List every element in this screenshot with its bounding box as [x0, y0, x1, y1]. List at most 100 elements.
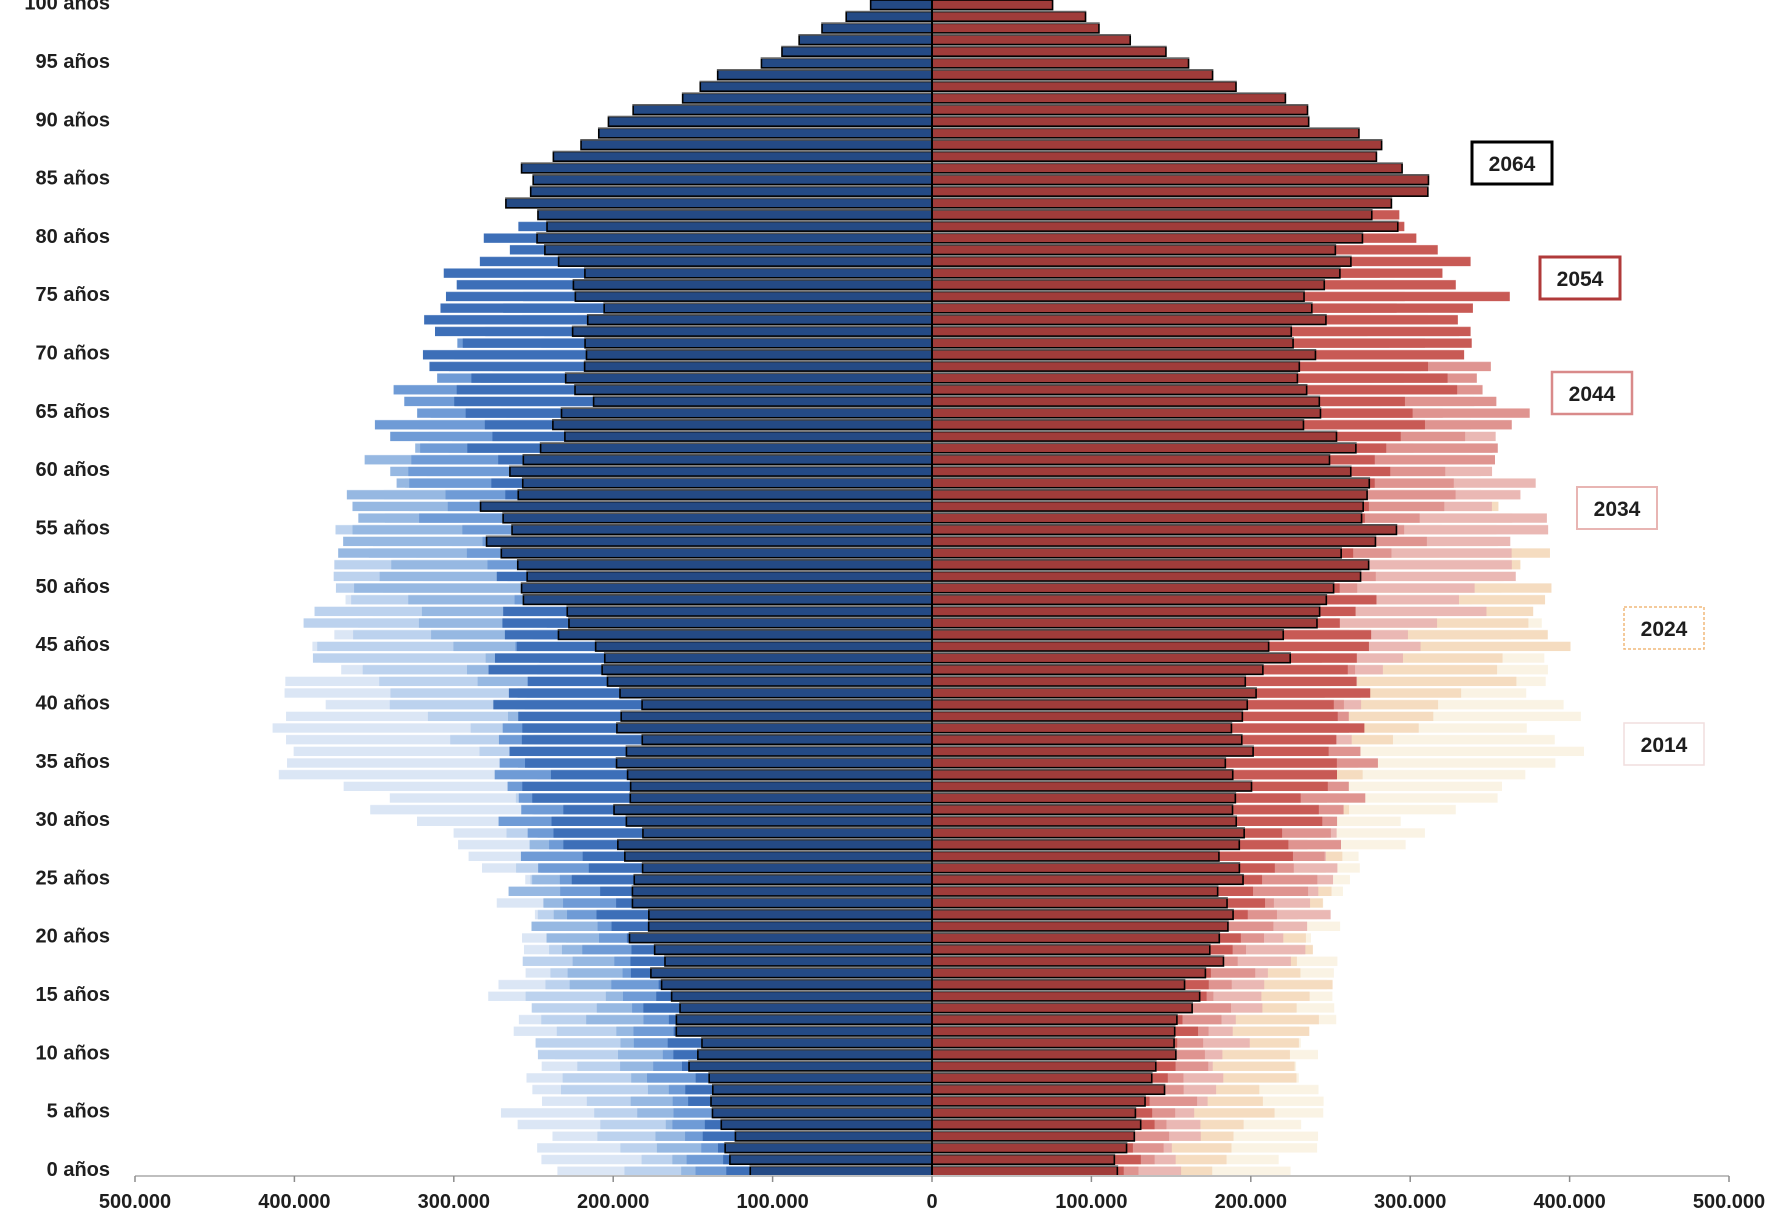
bar-male-2064-age-27 — [624, 850, 933, 862]
bar-male-2064-age-63 — [564, 430, 933, 442]
bar-female-2064-age-96 — [931, 45, 1167, 58]
bar-male-2064-age-85 — [532, 174, 933, 186]
bar-male-2064-age-42 — [606, 675, 933, 687]
bar-female-2064-age-32 — [931, 792, 1237, 804]
bar-female-2064-age-78 — [931, 255, 1352, 267]
bar-female-2064-age-70 — [931, 349, 1317, 361]
legend-box — [1550, 370, 1634, 416]
legend-label: 2054 — [1557, 268, 1604, 291]
bar-female-2064-age-29 — [931, 827, 1245, 839]
bar-male-2064-age-82 — [537, 209, 933, 221]
bar-male-2064-age-39 — [620, 710, 933, 722]
bar-female-2064-age-3 — [931, 1130, 1136, 1142]
y-tick-label: 70 años — [36, 343, 110, 365]
bar-female-2064-age-89 — [931, 127, 1360, 139]
bar-female-2064-age-71 — [931, 337, 1294, 349]
bar-female-2064-age-75 — [931, 290, 1305, 302]
bar-male-2064-age-0 — [749, 1165, 933, 1177]
bar-male-2064-age-96 — [781, 45, 933, 58]
bar-female-2064-age-0 — [931, 1165, 1119, 1177]
bar-male-2064-age-9 — [688, 1060, 933, 1072]
bar-female-2064-age-2 — [931, 1142, 1128, 1154]
bar-female-2064-age-9 — [931, 1060, 1157, 1072]
bar-male-2064-age-49 — [522, 594, 933, 606]
bar-female-2064-age-4 — [931, 1118, 1142, 1131]
bar-female-2064-age-61 — [931, 454, 1331, 466]
legend-item-2064: 2064 — [1470, 140, 1554, 186]
legend-label: 2014 — [1641, 734, 1688, 757]
bar-male-2064-age-38 — [616, 722, 933, 734]
bar-female-2064-age-6 — [931, 1095, 1146, 1107]
bar-male-2064-age-62 — [539, 442, 933, 454]
bar-female-2064-age-73 — [931, 314, 1327, 326]
bar-female-2064-age-55 — [931, 524, 1398, 536]
bar-male-2064-age-68 — [564, 372, 933, 384]
bar-female-2064-age-33 — [931, 780, 1253, 792]
bar-male-2064-age-89 — [597, 127, 933, 139]
bar-female-2064-age-34 — [931, 768, 1234, 781]
bar-male-2064-age-28 — [617, 838, 933, 851]
bar-male-2064-age-71 — [584, 337, 933, 349]
legend-item-2014: 2014 — [1623, 722, 1705, 766]
bar-male-2064-age-25 — [633, 873, 933, 886]
bar-male-2064-age-53 — [500, 547, 933, 559]
bar-female-2064-age-22 — [931, 908, 1234, 921]
y-tick-label: 10 años — [36, 1042, 110, 1064]
bar-male-2064-age-24 — [631, 885, 933, 897]
bar-male-2064-age-72 — [571, 325, 933, 337]
y-tick-label: 25 años — [36, 867, 110, 889]
bar-male-2064-age-6 — [710, 1095, 933, 1107]
bar-male-2064-age-52 — [516, 559, 933, 571]
y-tick-label: 50 años — [36, 576, 110, 598]
bar-female-2064-age-49 — [931, 594, 1328, 606]
bar-male-2064-age-11 — [701, 1037, 933, 1049]
x-tick-label: 100.000 — [736, 1191, 808, 1213]
legend-box — [1623, 722, 1705, 766]
bar-male-2064-age-59 — [521, 477, 933, 489]
bar-female-2064-age-35 — [931, 757, 1227, 769]
bar-female-2064-age-100 — [931, 0, 1054, 11]
bar-male-2064-age-2 — [724, 1142, 933, 1154]
bar-male-2064-age-16 — [660, 978, 933, 991]
bar-male-2064-age-3 — [734, 1130, 933, 1142]
bar-female-2064-age-82 — [931, 209, 1373, 221]
bar-female-2064-age-59 — [931, 477, 1371, 489]
bar-male-2064-age-98 — [821, 22, 933, 34]
x-tick-label: 100.000 — [1055, 1191, 1127, 1213]
bar-female-2064-age-40 — [931, 699, 1249, 711]
bar-male-2064-age-40 — [641, 699, 933, 711]
bar-male-2064-age-46 — [557, 629, 933, 641]
bar-female-2064-age-24 — [931, 885, 1219, 897]
y-tick-label: 15 años — [36, 984, 110, 1006]
bar-female-2064-age-39 — [931, 710, 1244, 722]
bar-female-2064-age-38 — [931, 722, 1233, 734]
y-tick-label: 20 años — [36, 926, 110, 948]
bar-female-2064-age-13 — [931, 1013, 1178, 1026]
bar-female-2064-age-10 — [931, 1048, 1177, 1061]
row-separators — [120, 11, 1700, 1167]
bar-male-2064-age-13 — [675, 1013, 933, 1026]
bar-male-2064-age-22 — [648, 908, 933, 921]
bar-female-2064-age-69 — [931, 360, 1301, 372]
bar-male-2064-age-5 — [711, 1107, 933, 1119]
y-tick-label: 60 años — [36, 459, 110, 481]
y-tick-label: 5 años — [47, 1101, 110, 1123]
bar-female-2064-age-81 — [931, 220, 1399, 232]
x-tick-label: 500.000 — [99, 1191, 171, 1213]
bar-male-2064-age-95 — [760, 57, 933, 69]
bar-male-2064-age-36 — [625, 745, 933, 757]
x-tick-label: 400.000 — [1533, 1191, 1605, 1213]
bar-male-2064-age-35 — [615, 757, 933, 769]
bars-layer — [120, 0, 1700, 1177]
bar-female-2064-age-85 — [931, 174, 1430, 186]
bar-male-2064-age-37 — [641, 733, 933, 746]
x-axis-ticks: 500.000 400.000 300.000 200.000 100.000 0 100.… — [99, 1176, 1765, 1213]
bar-female-2064-age-58 — [931, 489, 1368, 501]
bar-male-2064-age-47 — [568, 617, 933, 629]
bar-female-2064-age-17 — [931, 967, 1207, 979]
bar-male-2064-age-50 — [520, 582, 933, 594]
bar-female-2064-age-16 — [931, 978, 1186, 991]
bar-female-2064-age-42 — [931, 675, 1247, 687]
bar-female-2064-age-80 — [931, 232, 1364, 244]
bar-male-2064-age-19 — [653, 943, 933, 956]
